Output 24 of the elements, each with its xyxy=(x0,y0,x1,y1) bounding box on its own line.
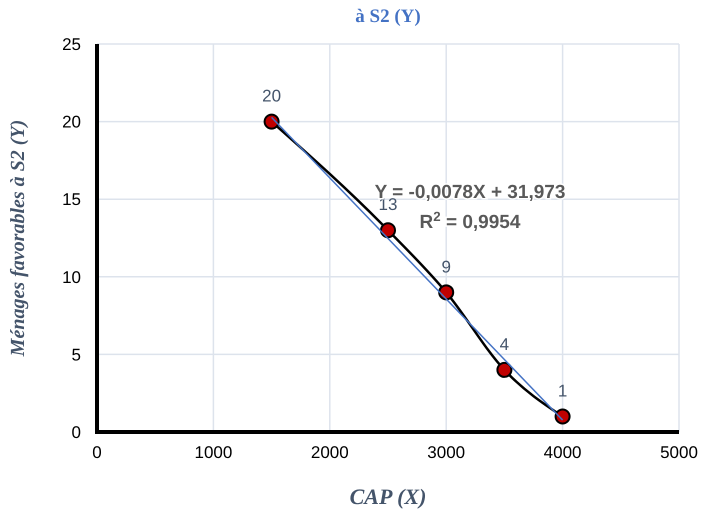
y-tick-label: 15 xyxy=(62,190,81,210)
x-tick-label: 2000 xyxy=(310,443,349,462)
y-tick-label: 20 xyxy=(62,112,81,132)
point xyxy=(380,222,396,238)
data-label: 4 xyxy=(500,334,510,354)
point xyxy=(496,362,512,378)
y-tick-label: 10 xyxy=(62,268,81,287)
y-axis-title: Ménages favorables à S2 (Y) xyxy=(7,120,29,358)
x-axis-title: CAP (X) xyxy=(350,484,426,509)
y-tick-label: 0 xyxy=(72,423,81,442)
chart-title: à S2 (Y) xyxy=(355,6,421,27)
y-tick-label: 25 xyxy=(62,35,81,54)
x-tick-label: 3000 xyxy=(427,443,466,462)
x-tick-label: 4000 xyxy=(544,443,582,462)
annotation: R$^{2}$ = 0,9954 xyxy=(420,208,521,233)
data-label: 20 xyxy=(262,86,282,106)
x-tick-label: 0 xyxy=(92,443,102,462)
point xyxy=(554,408,571,424)
data-label: 1 xyxy=(558,381,568,400)
y-tick-label: 5 xyxy=(72,345,81,364)
point xyxy=(264,114,280,130)
x-tick-label: 5000 xyxy=(660,443,698,462)
x-tick-label: 1000 xyxy=(194,443,232,462)
data-label: 9 xyxy=(441,257,451,276)
